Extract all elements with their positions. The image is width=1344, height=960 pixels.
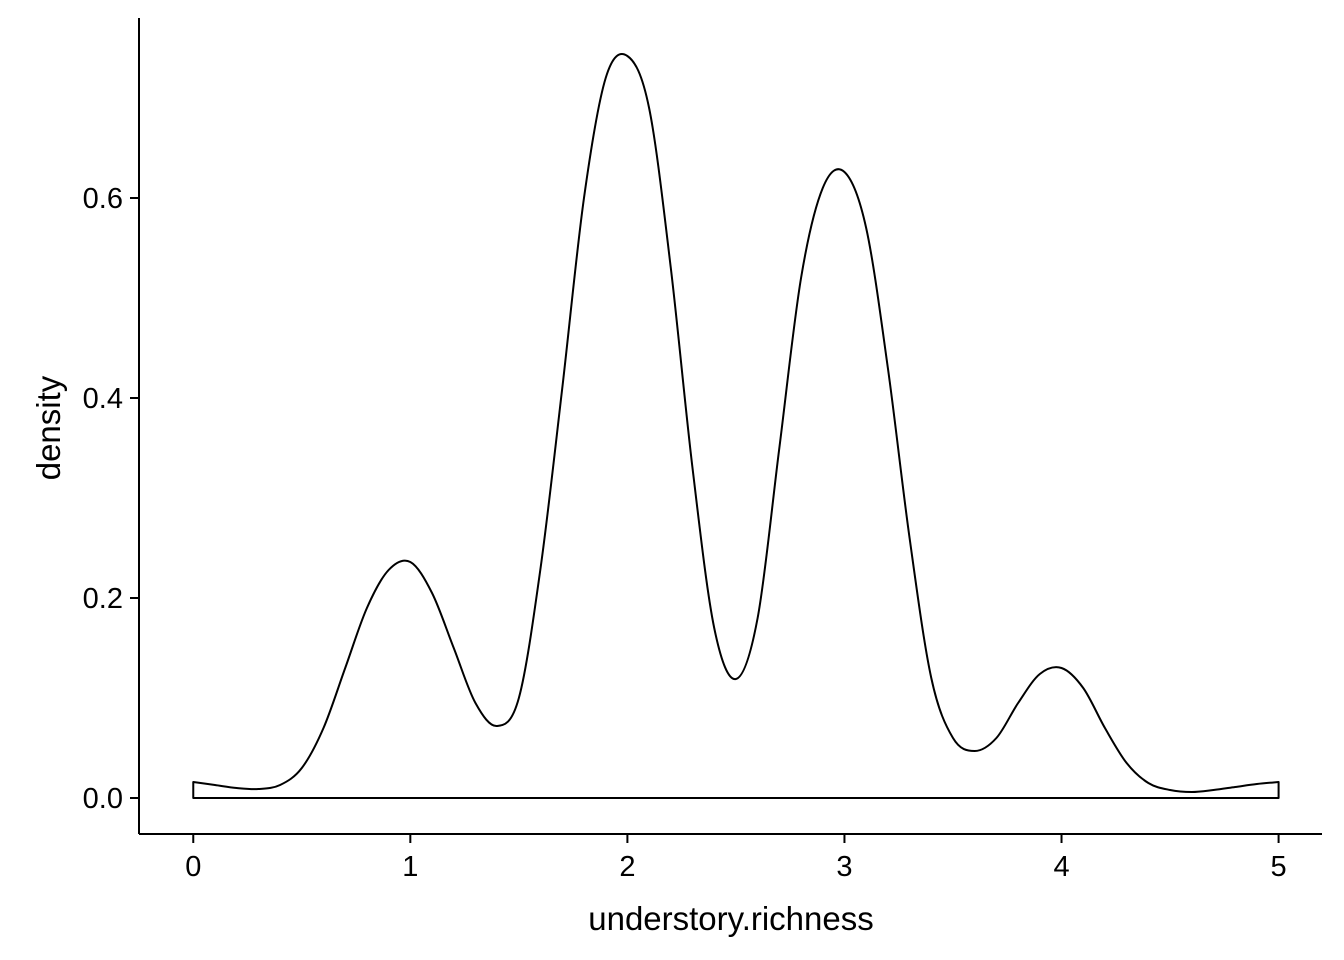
y-tick-label: 0.6 [83, 183, 123, 215]
y-tick-label: 0.4 [83, 383, 123, 415]
x-tick-label: 4 [1053, 851, 1069, 883]
x-tick-label: 2 [619, 851, 635, 883]
x-tick-label: 3 [836, 851, 852, 883]
x-tick-label: 5 [1271, 851, 1287, 883]
y-axis-title: density [30, 375, 67, 480]
y-tick-label: 0.0 [83, 783, 123, 815]
x-tick-label: 0 [185, 851, 201, 883]
x-axis-title: understory.richness [588, 900, 874, 937]
x-tick-label: 1 [402, 851, 418, 883]
y-tick-label: 0.2 [83, 583, 123, 615]
density-curve [192, 53, 1280, 799]
